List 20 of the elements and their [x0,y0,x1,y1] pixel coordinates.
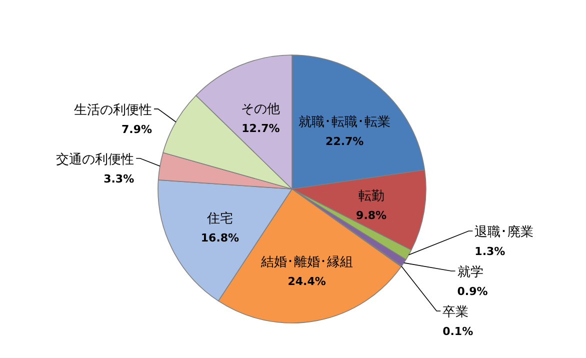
slice-label: 結婚･離婚･縁組 [260,255,353,270]
slice-label: 卒業 [442,305,469,320]
slice-label: 住宅 [206,210,233,227]
slice-label: 転勤 [358,189,384,204]
data-label: 24.4% [288,275,326,288]
data-label: 9.8% [356,209,387,222]
data-label: 0.9% [457,285,488,298]
slice-label: 交通の利便性 [56,151,134,168]
data-label: 0.1% [442,325,474,338]
data-label: 1.3% [474,245,506,258]
data-label: 3.3% [104,172,134,186]
slice-label: 就学 [457,265,484,280]
data-label: 22.7% [326,135,364,148]
data-label: 16.8% [200,232,240,245]
data-label: 12.7% [242,122,280,135]
slice-label: 生活の利便性 [74,102,152,118]
slice-label: その他 [241,102,280,117]
slice-label: 退職･廃業 [474,225,534,240]
data-label: 7.9% [122,122,152,136]
slice-label: 就職･転職･転業 [298,115,391,130]
